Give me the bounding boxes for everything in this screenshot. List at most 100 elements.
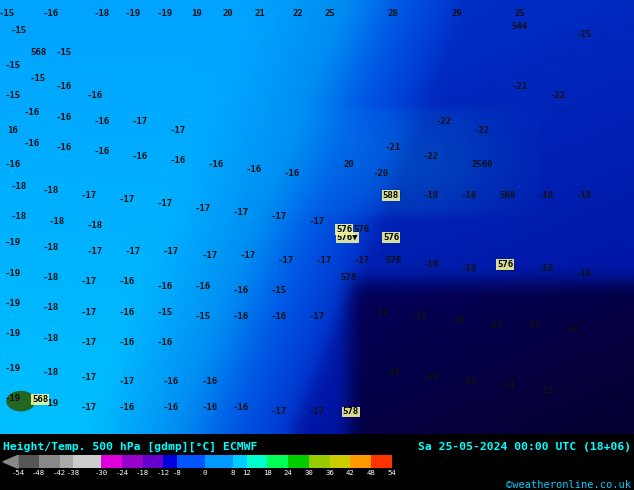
Polygon shape: [3, 455, 18, 468]
Text: 25: 25: [325, 8, 335, 18]
Text: 54: 54: [387, 470, 396, 476]
Bar: [309, 455, 330, 468]
Text: -18: -18: [537, 191, 553, 199]
Text: 2560: 2560: [471, 160, 493, 169]
Text: -19: -19: [4, 238, 21, 247]
Text: -17: -17: [233, 208, 249, 217]
Text: -8: -8: [173, 470, 182, 476]
Text: 0: 0: [203, 470, 207, 476]
Text: -18: -18: [340, 408, 357, 416]
Text: -16: -16: [42, 8, 59, 18]
Bar: [74, 455, 101, 468]
Text: -21: -21: [385, 143, 401, 152]
Text: -18: -18: [461, 265, 477, 273]
Text: 568: 568: [30, 48, 46, 56]
Text: -15: -15: [195, 312, 211, 321]
Text: -17: -17: [309, 312, 325, 321]
Text: -16: -16: [87, 91, 103, 100]
Text: -15: -15: [11, 26, 27, 35]
Text: -18: -18: [11, 182, 27, 191]
Bar: [268, 455, 288, 468]
Text: Sa 25-05-2024 00:00 UTC (18+06): Sa 25-05-2024 00:00 UTC (18+06): [418, 441, 631, 451]
Text: -17: -17: [131, 117, 148, 126]
Text: -17: -17: [125, 247, 141, 256]
Text: -17: -17: [163, 247, 179, 256]
Text: 24: 24: [284, 470, 292, 476]
Text: -16: -16: [157, 338, 173, 347]
Text: -19: -19: [486, 321, 503, 330]
Text: -17: -17: [271, 408, 287, 416]
Bar: [372, 455, 392, 468]
Text: -19: -19: [372, 308, 389, 317]
Text: -18: -18: [42, 243, 59, 252]
Text: -18: -18: [42, 334, 59, 343]
Circle shape: [7, 392, 35, 411]
Text: -24: -24: [115, 470, 129, 476]
Text: -19: -19: [125, 8, 141, 18]
Text: 568: 568: [32, 395, 48, 404]
Text: -17: -17: [201, 251, 217, 260]
Bar: [178, 455, 205, 468]
Text: -15: -15: [30, 74, 46, 82]
Text: -18: -18: [93, 8, 110, 18]
Text: 12: 12: [242, 470, 251, 476]
Text: -16: -16: [163, 403, 179, 412]
Text: -16: -16: [233, 403, 249, 412]
Text: -16: -16: [4, 160, 21, 169]
Text: 20: 20: [344, 160, 354, 169]
Text: -16: -16: [233, 312, 249, 321]
Text: -16: -16: [169, 156, 186, 165]
Text: -20: -20: [562, 325, 579, 334]
Text: -21: -21: [499, 381, 515, 391]
Text: -16: -16: [55, 113, 72, 122]
Text: -12: -12: [157, 470, 170, 476]
Text: -19: -19: [4, 299, 21, 308]
Text: 42: 42: [346, 470, 355, 476]
Text: -16: -16: [23, 139, 40, 147]
Text: -15: -15: [157, 308, 173, 317]
Text: 29: 29: [451, 8, 462, 18]
Text: 576: 576: [336, 225, 353, 234]
Bar: [247, 455, 268, 468]
Text: -16: -16: [207, 160, 224, 169]
Text: -19: -19: [4, 329, 21, 339]
Bar: [330, 455, 351, 468]
Text: -20: -20: [372, 169, 389, 178]
Text: -48: -48: [32, 470, 46, 476]
Text: -18: -18: [575, 269, 592, 278]
Bar: [39, 455, 60, 468]
Text: -19: -19: [4, 269, 21, 278]
Text: -15: -15: [271, 286, 287, 295]
Text: -18: -18: [87, 221, 103, 230]
Text: 25: 25: [515, 8, 525, 18]
Text: -16: -16: [119, 338, 135, 347]
Text: -17: -17: [239, 251, 256, 260]
Text: 18: 18: [263, 470, 272, 476]
Text: -17: -17: [81, 277, 97, 286]
Text: -16: -16: [119, 403, 135, 412]
Text: -17: -17: [195, 204, 211, 213]
Text: 588: 588: [382, 191, 399, 199]
Text: -17: -17: [81, 338, 97, 347]
Text: -17: -17: [277, 256, 294, 265]
Text: -18: -18: [11, 212, 27, 221]
Text: -16: -16: [55, 143, 72, 152]
Text: -17: -17: [81, 373, 97, 382]
Bar: [164, 455, 178, 468]
Text: -54: -54: [11, 470, 25, 476]
Text: -16: -16: [163, 377, 179, 386]
Text: -16: -16: [93, 147, 110, 156]
Text: -17: -17: [81, 191, 97, 199]
Text: -18: -18: [537, 265, 553, 273]
Text: -38: -38: [67, 470, 80, 476]
Text: 20: 20: [223, 8, 233, 18]
Text: -16: -16: [201, 377, 217, 386]
Text: 36: 36: [325, 470, 334, 476]
Text: -16: -16: [201, 403, 217, 412]
Text: -20: -20: [461, 377, 477, 386]
Text: -17: -17: [119, 377, 135, 386]
Text: Height/Temp. 500 hPa [gdmp][°C] ECMWF: Height/Temp. 500 hPa [gdmp][°C] ECMWF: [3, 441, 257, 452]
Text: -16: -16: [119, 277, 135, 286]
Text: 16: 16: [8, 125, 18, 135]
Text: -16: -16: [233, 286, 249, 295]
